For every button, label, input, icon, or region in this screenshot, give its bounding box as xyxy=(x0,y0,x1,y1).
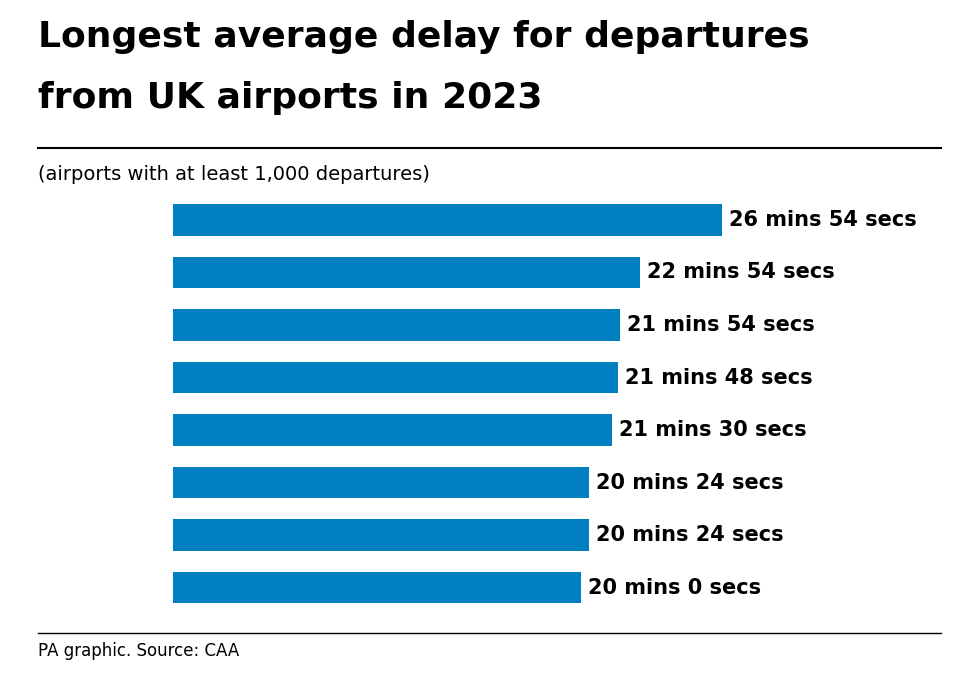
Text: 26 mins 54 secs: 26 mins 54 secs xyxy=(729,210,917,230)
Text: (airports with at least 1,000 departures): (airports with at least 1,000 departures… xyxy=(38,165,430,184)
Text: PA graphic. Source: CAA: PA graphic. Source: CAA xyxy=(38,641,240,660)
Bar xyxy=(173,415,612,446)
Text: 20 mins 24 secs: 20 mins 24 secs xyxy=(596,525,783,545)
Text: from UK airports in 2023: from UK airports in 2023 xyxy=(38,81,543,115)
Bar xyxy=(173,204,722,236)
Text: 20 mins 24 secs: 20 mins 24 secs xyxy=(596,472,783,493)
Text: 21 mins 54 secs: 21 mins 54 secs xyxy=(627,315,815,335)
Bar xyxy=(173,572,581,604)
Text: Longest average delay for departures: Longest average delay for departures xyxy=(38,20,810,55)
Text: 20 mins 0 secs: 20 mins 0 secs xyxy=(588,577,761,598)
Text: 21 mins 30 secs: 21 mins 30 secs xyxy=(618,420,806,440)
Text: 22 mins 54 secs: 22 mins 54 secs xyxy=(647,262,835,283)
Text: 21 mins 48 secs: 21 mins 48 secs xyxy=(625,367,812,388)
Bar xyxy=(173,362,618,393)
Bar xyxy=(173,520,589,551)
Bar xyxy=(173,310,620,341)
Bar xyxy=(173,256,640,288)
Bar xyxy=(173,467,589,498)
